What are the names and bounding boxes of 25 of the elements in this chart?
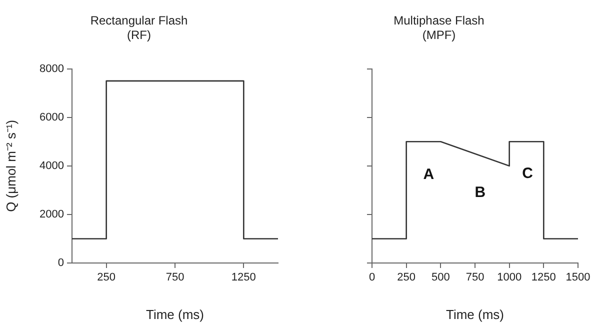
x-axis-title: Time (ms) — [146, 306, 204, 322]
y-tick-label: 0 — [58, 257, 64, 270]
x-tick-label: 1000 — [497, 272, 522, 284]
x-tick-label: 250 — [97, 272, 116, 284]
x-tick-label: 250 — [397, 272, 416, 284]
x-tick-label: 1500 — [566, 272, 590, 284]
x-axis-title: Time (ms) — [446, 306, 504, 322]
x-tick-label: 750 — [466, 272, 484, 284]
annotation: C — [522, 164, 534, 182]
chart-subtitle: (RF) — [127, 28, 151, 42]
y-axis-title: Q (μmol m⁻² s⁻¹) — [3, 120, 18, 212]
y-tick-label: 2000 — [40, 208, 64, 220]
annotation: B — [474, 184, 486, 202]
x-tick-label: 0 — [368, 272, 376, 284]
y-tick-label: 4000 — [40, 160, 64, 172]
x-tick-label: 1250 — [531, 272, 556, 284]
y-tick-label: 8000 — [40, 62, 64, 75]
chart-title: Multiphase Flash — [394, 14, 484, 28]
y-tick-label: 6000 — [40, 111, 64, 124]
x-tick-label: 500 — [431, 272, 450, 284]
annotation: A — [423, 166, 434, 183]
chart-title: Rectangular Flash — [90, 14, 188, 28]
x-tick-label: 750 — [166, 272, 184, 284]
x-tick-label: 1250 — [231, 272, 256, 284]
chart-subtitle: (MPF) — [422, 28, 456, 42]
